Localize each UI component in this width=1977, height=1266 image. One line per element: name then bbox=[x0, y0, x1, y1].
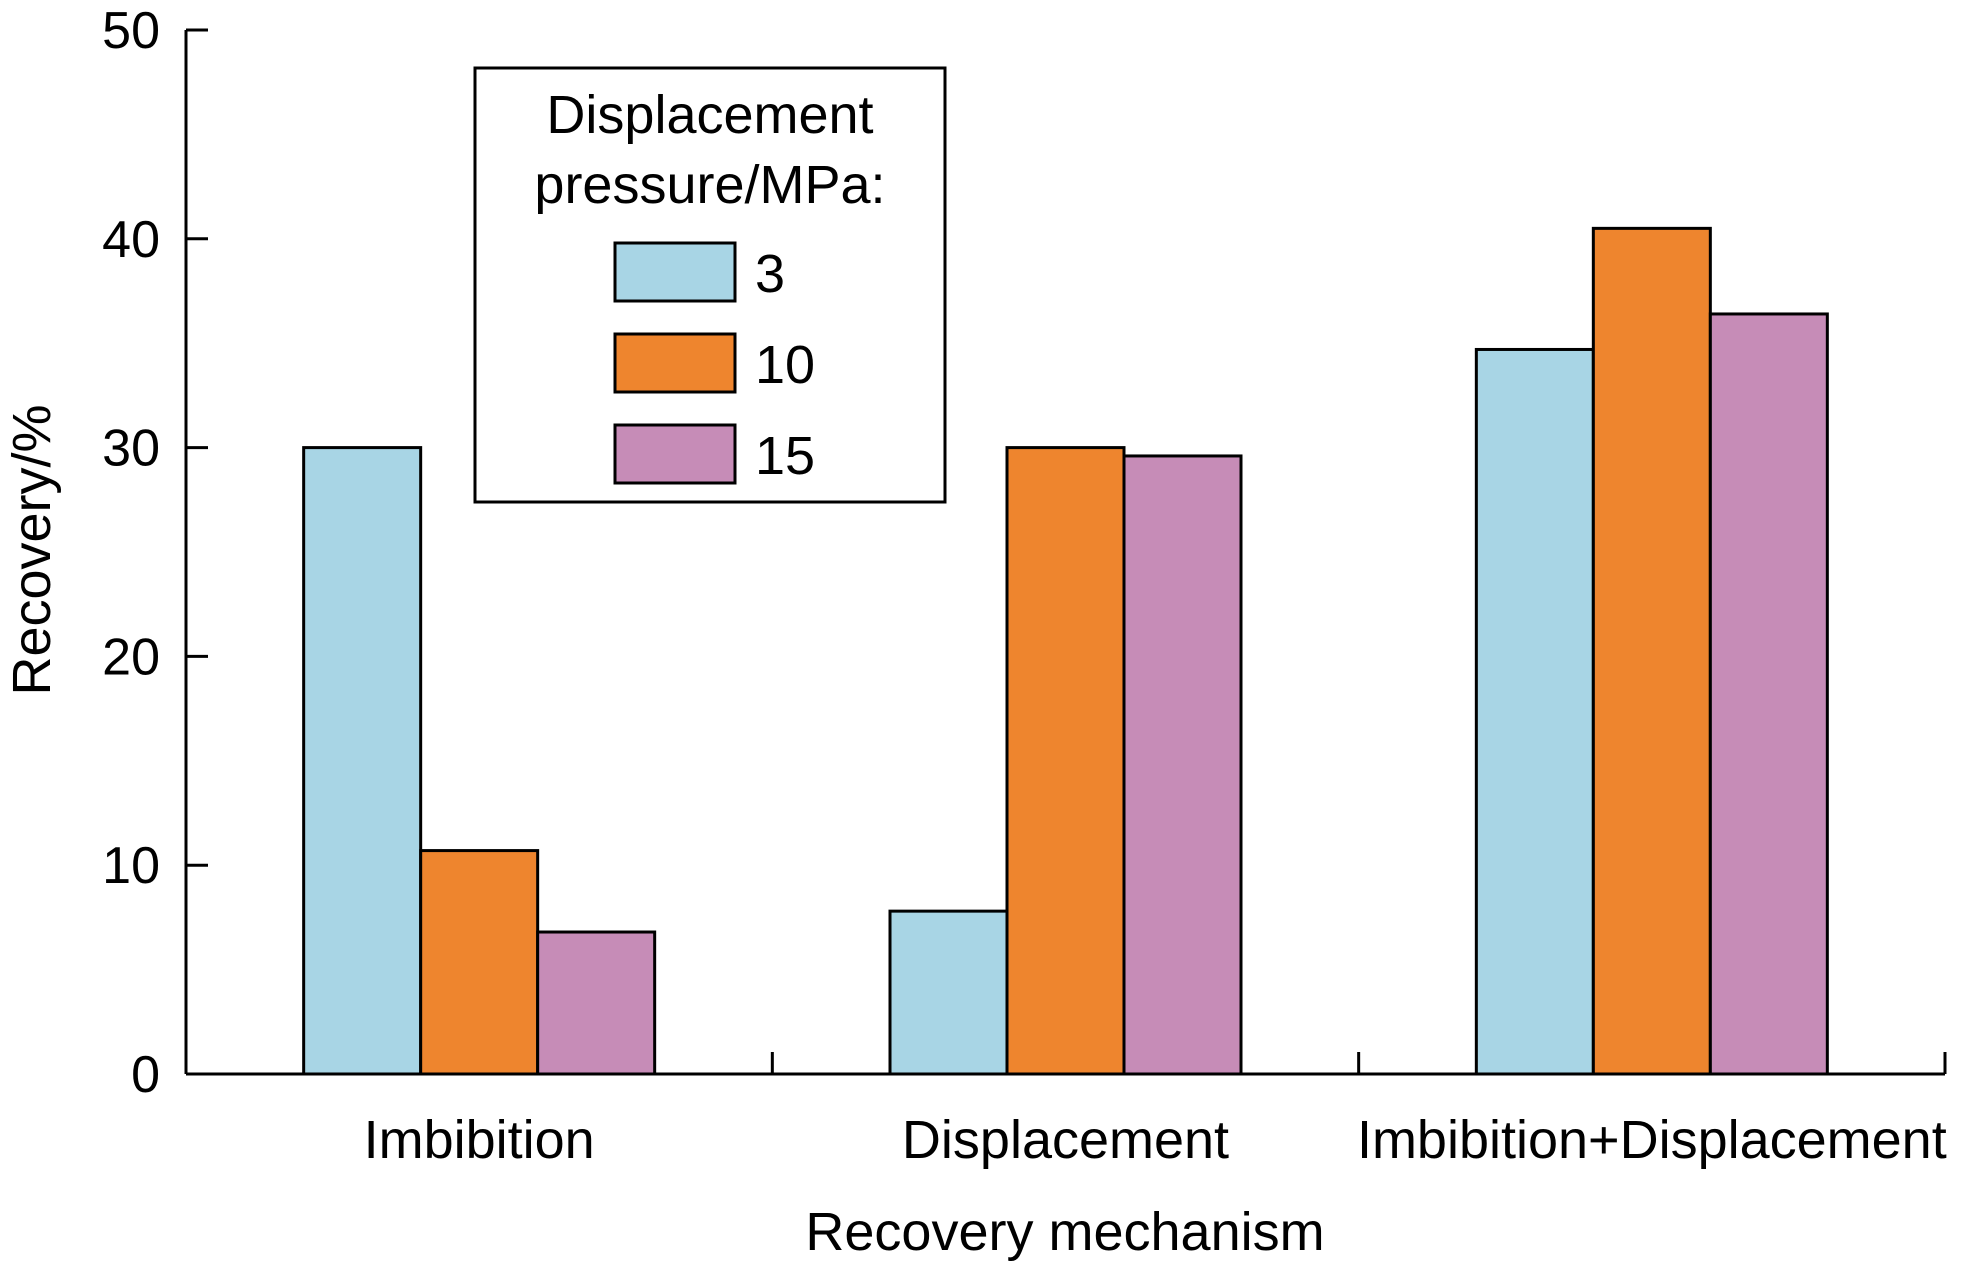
bar-15-displacement bbox=[1122, 454, 1243, 1076]
bar-3-displacement bbox=[888, 909, 1009, 1076]
y-ticks-group: 0 10 20 30 40 50 bbox=[102, 2, 208, 1104]
legend-title-line-1: Displacement bbox=[546, 85, 873, 145]
axes-group bbox=[184, 30, 1947, 1076]
x-category-label: Imbibition+Displacement bbox=[1357, 1110, 1947, 1170]
x-category-label: Displacement bbox=[902, 1110, 1229, 1170]
bar-15-imbibition-displacement bbox=[1708, 312, 1829, 1076]
bar-3-imbibition bbox=[302, 446, 423, 1076]
legend-label-15: 15 bbox=[755, 426, 815, 486]
y-tick-label: 0 bbox=[131, 1046, 160, 1104]
bar-15-imbibition bbox=[536, 930, 657, 1076]
legend-swatch-10 bbox=[613, 332, 737, 394]
bar-10-imbibition bbox=[419, 849, 540, 1076]
legend-label-10: 10 bbox=[755, 335, 815, 395]
y-tick-label: 40 bbox=[102, 211, 160, 269]
y-tick-label: 10 bbox=[102, 837, 160, 895]
y-axis-title: Recovery/% bbox=[2, 404, 62, 695]
bar-3-imbibition-displacement bbox=[1474, 347, 1595, 1076]
y-tick-label: 50 bbox=[102, 2, 160, 60]
bar-10-displacement bbox=[1005, 446, 1126, 1076]
bar-10-imbibition-displacement bbox=[1591, 226, 1712, 1076]
legend-swatch-15 bbox=[613, 423, 737, 485]
legend-swatch-3 bbox=[613, 241, 737, 303]
y-tick-label: 30 bbox=[102, 420, 160, 478]
x-axis-title: Recovery mechanism bbox=[805, 1202, 1324, 1262]
y-tick-label: 20 bbox=[102, 628, 160, 686]
legend-label-3: 3 bbox=[755, 244, 785, 304]
x-category-label: Imbibition bbox=[364, 1110, 595, 1170]
legend: Displacement pressure/MPa: 3 10 15 bbox=[473, 66, 947, 504]
bars-group bbox=[302, 226, 1829, 1076]
x-categories-group: Imbibition Displacement Imbibition+Displac… bbox=[364, 1110, 1947, 1170]
legend-title-line-2: pressure/MPa: bbox=[534, 155, 885, 215]
